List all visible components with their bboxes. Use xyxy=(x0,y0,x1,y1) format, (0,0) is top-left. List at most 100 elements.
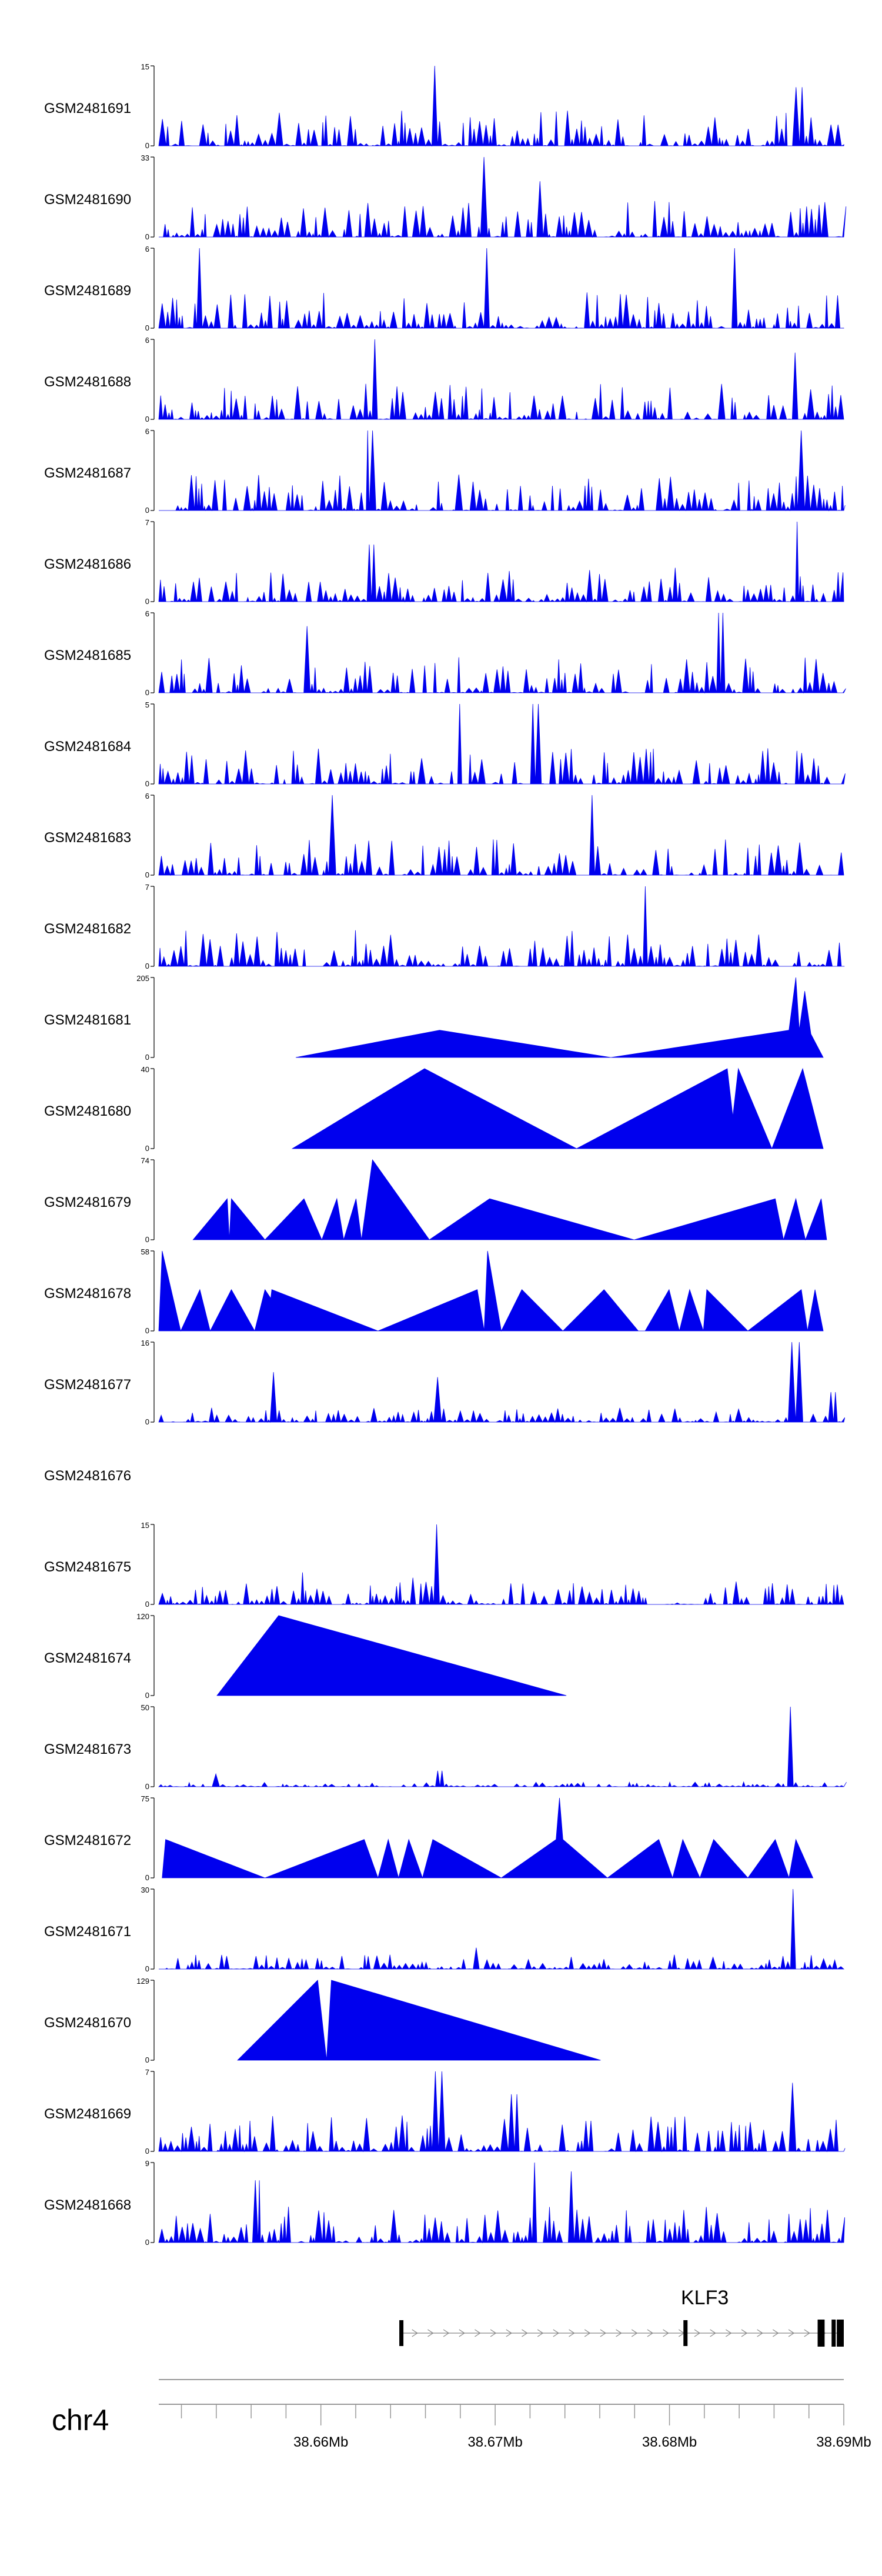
y-zero-label: 0 xyxy=(145,415,149,423)
strand-arrow xyxy=(522,2329,528,2337)
y-max-label: 50 xyxy=(141,1703,149,1712)
coverage-area xyxy=(158,1250,824,1332)
genome-axis: chr4 38.66Mb 38.67Mb 38.68Mb 38.69Mb xyxy=(52,2379,871,2450)
coverage-area xyxy=(158,1342,846,1423)
track-GSM2481680: GSM2481680 40 0 xyxy=(44,1065,824,1153)
track-label: GSM2481672 xyxy=(44,1833,131,1848)
y-zero-label: 0 xyxy=(145,2147,149,2155)
coverage-area xyxy=(158,886,845,967)
chromosome-label: chr4 xyxy=(52,2404,109,2437)
y-max-label: 129 xyxy=(136,1977,149,1986)
track-GSM2481681: GSM2481681 205 0 xyxy=(44,974,824,1062)
strand-arrow xyxy=(773,2329,779,2337)
strand-arrow xyxy=(694,2329,701,2337)
y-max-label: 7 xyxy=(145,518,149,527)
coverage-area xyxy=(237,1980,601,2061)
track-label: GSM2481687 xyxy=(44,465,131,481)
y-max-label: 6 xyxy=(145,336,149,345)
strand-arrow xyxy=(600,2329,607,2337)
track-GSM2481679: GSM2481679 74 0 xyxy=(44,1156,827,1244)
y-zero-label: 0 xyxy=(145,1782,149,1791)
track-GSM2481676: GSM2481676 xyxy=(44,1468,131,1484)
coverage-tracks: GSM2481691150GSM2481690330GSM248168960GS… xyxy=(44,62,847,2247)
y-zero-label: 0 xyxy=(145,232,149,241)
coverage-area xyxy=(158,2071,846,2153)
track-GSM2481669: GSM2481669 7 0 xyxy=(44,2068,846,2155)
y-zero-label: 0 xyxy=(145,2056,149,2064)
track-label: GSM2481686 xyxy=(44,556,131,572)
track-GSM2481685: GSM2481685 6 0 xyxy=(44,609,846,697)
y-zero-label: 0 xyxy=(145,1326,149,1335)
gene-name-label: KLF3 xyxy=(681,2287,729,2309)
strand-arrow xyxy=(443,2329,450,2337)
track-label: GSM2481671 xyxy=(44,1924,131,1940)
track-label: GSM2481670 xyxy=(44,2015,131,2031)
coverage-area xyxy=(158,795,844,876)
y-max-label: 205 xyxy=(136,974,149,983)
coverage-area xyxy=(158,1706,847,1788)
gene-annotation-track: KLF3 xyxy=(399,2287,844,2347)
track-GSM2481670: GSM2481670 129 0 xyxy=(44,1977,601,2064)
y-max-label: 7 xyxy=(145,883,149,892)
y-max-label: 6 xyxy=(145,792,149,800)
track-GSM2481689: GSM2481689 6 0 xyxy=(44,245,844,332)
coverage-area xyxy=(216,1615,567,1696)
y-max-label: 33 xyxy=(141,154,149,162)
y-zero-label: 0 xyxy=(145,1964,149,1973)
track-GSM2481687: GSM2481687 6 0 xyxy=(44,427,846,515)
x-tick-label: 38.66Mb xyxy=(293,2434,348,2450)
y-zero-label: 0 xyxy=(145,779,149,788)
coverage-area xyxy=(159,1888,845,1970)
y-max-label: 16 xyxy=(141,1339,149,1347)
coverage-area xyxy=(158,703,846,785)
y-zero-label: 0 xyxy=(145,1053,149,1062)
track-label: GSM2481689 xyxy=(44,283,131,299)
track-label: GSM2481674 xyxy=(44,1650,131,1666)
y-zero-label: 0 xyxy=(145,962,149,970)
track-label: GSM2481690 xyxy=(44,192,131,208)
strand-arrow xyxy=(663,2329,669,2337)
track-GSM2481668: GSM2481668 9 0 xyxy=(44,2159,845,2247)
coverage-area xyxy=(159,430,846,512)
y-zero-label: 0 xyxy=(145,597,149,606)
coverage-area xyxy=(295,977,824,1058)
y-zero-label: 0 xyxy=(145,2238,149,2247)
strand-arrow xyxy=(553,2329,559,2337)
track-GSM2481671: GSM2481671 30 0 xyxy=(44,1886,845,1973)
exon-block xyxy=(837,2320,844,2347)
track-label: GSM2481679 xyxy=(44,1194,131,1210)
y-max-label: 120 xyxy=(136,1612,149,1621)
strand-arrow xyxy=(788,2329,795,2337)
track-label: GSM2481669 xyxy=(44,2106,131,2122)
track-label: GSM2481668 xyxy=(44,2197,131,2213)
y-zero-label: 0 xyxy=(145,688,149,697)
strand-arrow xyxy=(427,2329,434,2337)
track-label: GSM2481682 xyxy=(44,921,131,937)
y-max-label: 15 xyxy=(141,1521,149,1530)
y-zero-label: 0 xyxy=(145,141,149,150)
track-label: GSM2481683 xyxy=(44,830,131,846)
strand-arrow xyxy=(616,2329,622,2337)
coverage-area xyxy=(158,248,844,329)
y-max-label: 58 xyxy=(141,1247,149,1256)
track-GSM2481691: GSM2481691 15 0 xyxy=(44,62,844,150)
strand-arrow xyxy=(584,2329,591,2337)
strand-arrow xyxy=(726,2329,732,2337)
coverage-area xyxy=(158,2162,845,2244)
track-label: GSM2481688 xyxy=(44,374,131,390)
y-zero-label: 0 xyxy=(145,506,149,515)
track-GSM2481677: GSM2481677 16 0 xyxy=(44,1339,846,1426)
y-max-label: 74 xyxy=(141,1156,149,1165)
coverage-area xyxy=(162,1797,814,1879)
track-label: GSM2481680 xyxy=(44,1103,131,1119)
track-label: GSM2481681 xyxy=(44,1012,131,1028)
coverage-area xyxy=(158,65,844,147)
y-zero-label: 0 xyxy=(145,1235,149,1244)
y-max-label: 40 xyxy=(141,1065,149,1074)
strand-arrow xyxy=(741,2329,748,2337)
exon-block xyxy=(831,2320,836,2347)
exon-block xyxy=(399,2320,404,2346)
track-label: GSM2481685 xyxy=(44,648,131,663)
track-GSM2481678: GSM2481678 58 0 xyxy=(44,1247,824,1335)
